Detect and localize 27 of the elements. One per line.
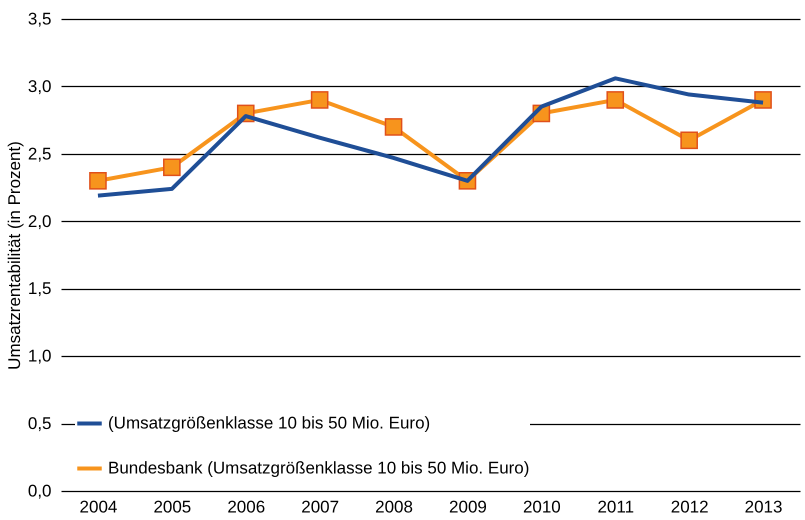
x-tick-label: 2013: [744, 498, 782, 516]
legend-label: (Umsatzgrößenklasse 10 bis 50 Mio. Euro): [108, 414, 430, 432]
legend-label: Bundesbank (Umsatzgrößenklasse 10 bis 50 Mio. Euro): [108, 458, 530, 478]
y-tick-label: 3,0: [28, 76, 52, 96]
x-tick-label: 2006: [227, 498, 266, 516]
x-tick-label: 2012: [670, 498, 709, 516]
x-tick-label: 2011: [597, 498, 634, 516]
x-tick-label: 2007: [301, 498, 340, 516]
x-tick-label: 2005: [153, 498, 192, 516]
point: [89, 172, 107, 190]
point: [163, 158, 181, 176]
x-tick-label: 2009: [449, 498, 487, 516]
x-tick-label: 2008: [375, 498, 413, 516]
y-tick-label: 0,5: [28, 414, 52, 434]
point: [384, 118, 402, 136]
y-tick-label: 2,0: [28, 212, 52, 231]
y-tick-label: 2,5: [28, 144, 52, 164]
point: [606, 91, 624, 109]
x-tick-label: 2004: [80, 498, 118, 516]
y-tick-label: 1,0: [28, 346, 52, 366]
y-tick-label: 0,0: [28, 482, 52, 500]
x-tick-label: 2010: [522, 498, 561, 516]
point: [680, 132, 698, 150]
y-tick-label: 1,5: [28, 279, 52, 298]
y-tick-label: 3,5: [28, 10, 52, 28]
point: [310, 91, 328, 109]
y-axis-title: Umsatzrentabilität (in Prozent): [4, 141, 24, 370]
